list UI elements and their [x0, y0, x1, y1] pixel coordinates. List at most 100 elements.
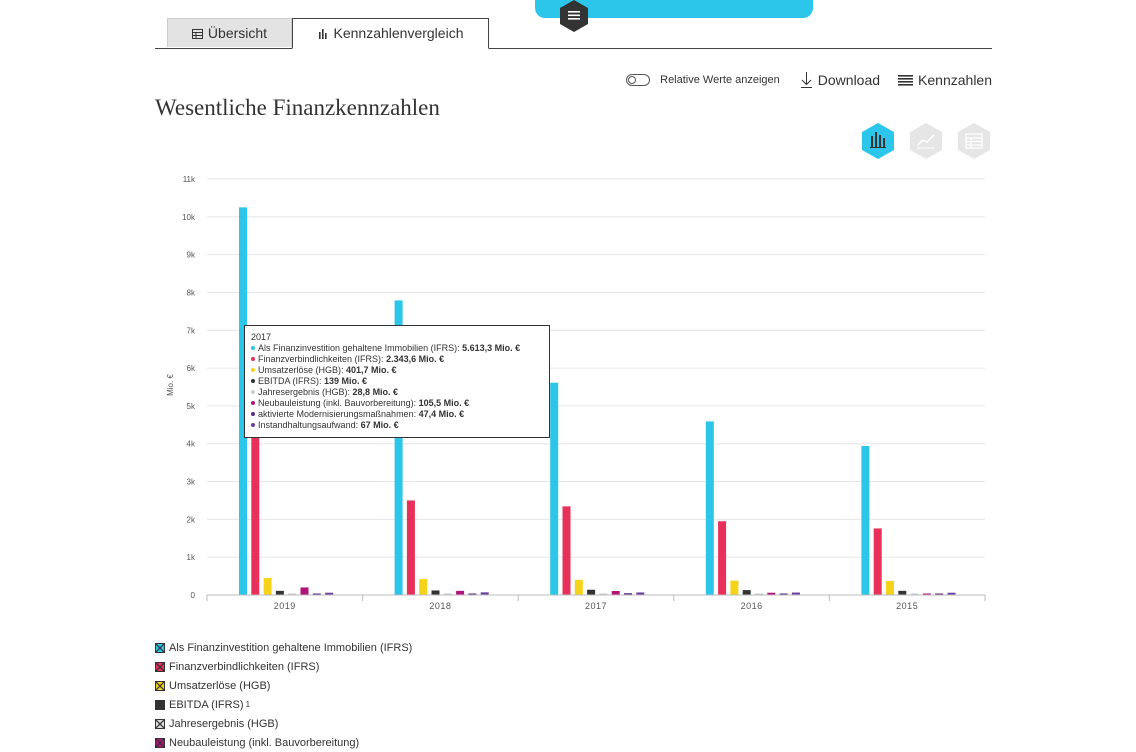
- bar[interactable]: [922, 593, 931, 596]
- y-tick-label: 6k: [187, 364, 196, 373]
- bar[interactable]: [755, 593, 763, 596]
- tooltip-row: aktivierte Modernisierungsmaßnahmen: 47,…: [251, 409, 543, 420]
- y-tick-label: 1k: [187, 553, 196, 562]
- tab-kennzahlenvergleich[interactable]: Kennzahlenvergleich: [292, 18, 489, 49]
- bar[interactable]: [779, 593, 788, 595]
- series-dot-icon: [251, 379, 255, 383]
- bar[interactable]: [406, 500, 415, 595]
- legend-item[interactable]: Als Finanzinvestition gehaltene Immobili…: [155, 638, 412, 657]
- series-dot-icon: [251, 390, 255, 394]
- x-axis: 2019 2018 2017 2016 2015: [206, 594, 986, 611]
- bar[interactable]: [730, 580, 739, 595]
- checkbox-x-icon[interactable]: [155, 680, 165, 691]
- tooltip-row: Instandhaltungsaufwand: 67 Mio. €: [251, 420, 543, 431]
- y-tick-label: 0: [191, 591, 196, 600]
- y-tick-label: 9k: [187, 251, 196, 260]
- tooltip-row-label: Neubauleistung (inkl. Bauvorbereitung):: [258, 398, 419, 408]
- chart-tooltip: 2017 Als Finanzinvestition gehaltene Imm…: [244, 325, 550, 438]
- bar[interactable]: [562, 506, 571, 595]
- bar[interactable]: [861, 445, 870, 595]
- checkbox-x-icon[interactable]: [155, 699, 165, 710]
- bar[interactable]: [742, 590, 751, 595]
- bar[interactable]: [275, 590, 284, 595]
- bar[interactable]: [443, 593, 452, 596]
- bar[interactable]: [574, 579, 583, 595]
- bar[interactable]: [456, 590, 465, 595]
- line-chart-view-button[interactable]: [908, 122, 944, 160]
- series-dot-icon: [251, 423, 255, 427]
- series-dot-icon: [251, 357, 255, 361]
- download-button[interactable]: Download: [800, 72, 880, 88]
- bar[interactable]: [419, 579, 428, 595]
- tooltip-row-label: Als Finanzinvestition gehaltene Immobili…: [258, 343, 463, 353]
- bar[interactable]: [312, 593, 321, 596]
- bar[interactable]: [718, 521, 727, 595]
- page-title: Wesentliche Finanzkennzahlen: [155, 95, 440, 120]
- x-tick-label: 2016: [741, 601, 763, 611]
- bar[interactable]: [239, 207, 247, 595]
- bar[interactable]: [599, 593, 608, 596]
- legend-item[interactable]: Jahresergebnis (HGB): [155, 714, 412, 733]
- footnote-marker: 1: [245, 700, 251, 709]
- tooltip-row-label: Finanzverbindlichkeiten (IFRS):: [258, 354, 387, 364]
- bars: [239, 207, 956, 595]
- bar[interactable]: [300, 587, 309, 595]
- kennzahlen-button[interactable]: Kennzahlen: [898, 72, 992, 88]
- relative-values-toggle[interactable]: [626, 74, 651, 86]
- bar[interactable]: [431, 590, 440, 595]
- y-tick-label: 10k: [182, 213, 196, 222]
- legend-item[interactable]: Finanzverbindlichkeiten (IFRS): [155, 657, 412, 676]
- y-axis-label: Mio. €: [166, 374, 175, 396]
- y-tick-label: 11k: [183, 175, 196, 184]
- menu-icon[interactable]: [557, 0, 591, 33]
- series-dot-icon: [251, 412, 255, 416]
- bar[interactable]: [791, 592, 800, 595]
- tooltip-row-value: 5.613,3 Mio. €: [462, 343, 521, 353]
- checkbox-x-icon[interactable]: [155, 642, 165, 653]
- legend-label: Neubauleistung (inkl. Bauvorbereitung): [169, 736, 360, 749]
- bar[interactable]: [767, 592, 776, 595]
- checkbox-x-icon[interactable]: [155, 718, 165, 729]
- tooltip-year: 2017: [251, 332, 272, 342]
- legend-item[interactable]: Umsatzerlöse (HGB): [155, 676, 412, 695]
- legend-item[interactable]: EBITDA (IFRS) 1: [155, 695, 412, 714]
- series-dot-icon: [251, 401, 255, 405]
- tooltip-row: Als Finanzinvestition gehaltene Immobili…: [251, 343, 543, 354]
- tab-overview[interactable]: Übersicht: [167, 18, 292, 47]
- checkbox-x-icon[interactable]: [155, 737, 165, 748]
- bar[interactable]: [947, 592, 956, 595]
- line-chart-icon: [917, 134, 935, 149]
- legend-item[interactable]: Neubauleistung (inkl. Bauvorbereitung): [155, 733, 412, 752]
- bar-chart-view-button[interactable]: [860, 122, 896, 160]
- chart-legend: Als Finanzinvestition gehaltene Immobili…: [155, 638, 412, 752]
- checkbox-x-icon[interactable]: [155, 661, 165, 672]
- bar[interactable]: [468, 593, 477, 596]
- bar[interactable]: [325, 592, 334, 595]
- bar[interactable]: [636, 592, 645, 595]
- table-view-button[interactable]: [956, 122, 992, 160]
- legend-label: Umsatzerlöse (HGB): [169, 679, 271, 692]
- bar[interactable]: [624, 593, 632, 595]
- bar[interactable]: [705, 421, 714, 595]
- tooltip-row-value: 28,8 Mio. €: [352, 387, 399, 397]
- bar[interactable]: [263, 577, 272, 595]
- bar[interactable]: [288, 593, 297, 596]
- tooltip-row: Finanzverbindlichkeiten (IFRS): 2.343,6 …: [251, 354, 543, 365]
- bar[interactable]: [611, 591, 620, 595]
- bar[interactable]: [251, 432, 260, 595]
- bar-chart-icon: [870, 132, 886, 148]
- legend-label: Finanzverbindlichkeiten (IFRS): [169, 660, 320, 673]
- bar[interactable]: [587, 589, 596, 595]
- bar[interactable]: [873, 528, 882, 595]
- bar[interactable]: [394, 300, 403, 595]
- x-tick-label: 2019: [274, 601, 296, 611]
- x-tick-label: 2017: [585, 601, 607, 611]
- legend-label: Jahresergebnis (HGB): [169, 717, 279, 730]
- bar[interactable]: [886, 581, 894, 595]
- bar[interactable]: [910, 593, 919, 596]
- bar[interactable]: [898, 590, 907, 595]
- bar[interactable]: [935, 593, 944, 596]
- bar[interactable]: [550, 382, 559, 595]
- tooltip-row-value: 401,7 Mio. €: [346, 365, 397, 375]
- bar[interactable]: [480, 592, 489, 595]
